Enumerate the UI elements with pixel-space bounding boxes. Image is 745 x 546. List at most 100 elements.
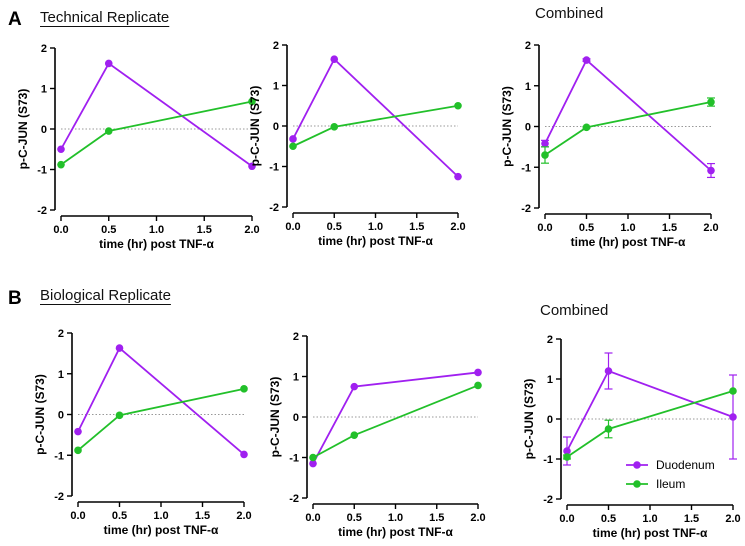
y-tick-label: -1 [54, 450, 64, 462]
data-point-ileum [604, 425, 613, 433]
y-tick-label: -2 [289, 493, 299, 505]
x-tick-label: 0.5 [601, 513, 616, 525]
y-tick-label: 0 [293, 412, 299, 424]
data-point-duodenum [289, 135, 297, 143]
y-tick-label: 2 [58, 328, 64, 340]
y-tick-label: -1 [289, 453, 299, 465]
y-tick-label: 1 [273, 81, 279, 93]
legend-label-ileum: Ileum [656, 477, 685, 491]
y-tick-label: 2 [525, 40, 531, 52]
data-point-ileum [240, 385, 248, 393]
data-point-ileum [74, 446, 82, 455]
section-title-biological: Biological Replicate [40, 287, 171, 304]
series-line-duodenum [292, 57, 459, 178]
y-tick-label: 2 [293, 331, 299, 343]
panel-letter-b: B [8, 288, 22, 309]
data-point-duodenum [104, 59, 113, 68]
series-line-ileum [566, 390, 734, 458]
data-point-duodenum [604, 367, 613, 375]
y-axis-label: p-C-JUN (S73) [522, 379, 536, 460]
data-point-duodenum [57, 145, 65, 154]
y-tick-label: -1 [543, 454, 553, 466]
chart-a2: -2 -1 0 1 2 0.0 0.5 1.0 1.5 2.0 time (hr) post TNF… [248, 40, 466, 248]
x-tick-label: 1.5 [197, 224, 212, 236]
x-tick-label: 1.0 [149, 224, 164, 236]
x-tick-label: 2.0 [236, 510, 251, 522]
chart-b3: Combined -2 -1 0 1 2 0.0 0.5 1.0 1.5 2.0 time (hr) … [522, 302, 741, 540]
chart-b2: -2 -1 0 1 2 0.0 0.5 1.0 1.5 2.0 time (hr) post TNF… [268, 331, 486, 539]
data-point-ileum [474, 381, 482, 390]
data-point-ileum [707, 98, 715, 106]
data-point-duodenum [454, 172, 462, 181]
y-tick-label: 1 [41, 84, 47, 96]
y-tick-label: -1 [37, 165, 47, 177]
y-tick-label: -2 [269, 202, 279, 214]
legend-marker-duodenum [633, 461, 641, 469]
data-point-ileum [309, 453, 317, 462]
x-axis-label: time (hr) post TNF-α [318, 234, 433, 248]
data-point-duodenum [74, 427, 82, 436]
y-tick-label: 0 [41, 124, 47, 136]
y-tick-label: -2 [543, 494, 553, 506]
x-tick-label: 0.0 [53, 224, 68, 236]
x-axis-label: time (hr) post TNF-α [593, 526, 708, 540]
data-point-duodenum [541, 139, 549, 148]
series-line-ileum [312, 384, 479, 459]
data-point-duodenum [350, 382, 359, 391]
x-tick-label: 2.0 [244, 224, 259, 236]
x-tick-label: 1.0 [642, 513, 657, 525]
y-tick-label: 1 [547, 374, 553, 386]
x-tick-label: 0.0 [70, 510, 85, 522]
x-tick-label: 0.5 [327, 221, 342, 233]
charts-container: -2 -1 0 1 2 0.0 0.5 1.0 1.5 2.0 time (hr) post TNF… [16, 5, 741, 540]
y-tick-label: 0 [525, 122, 531, 134]
data-point-ileum [350, 431, 359, 440]
x-tick-label: 2.0 [470, 512, 485, 524]
x-tick-label: 0.0 [537, 222, 552, 234]
chart-a3: Combined -2 -1 0 1 2 0.0 0.5 1.0 1.5 2.0 time (hr) … [500, 5, 719, 249]
chart-a1: -2 -1 0 1 2 0.0 0.5 1.0 1.5 2.0 time (hr) post TNF… [16, 43, 260, 251]
chart-b1: -2 -1 0 1 2 0.0 0.5 1.0 1.5 2.0 time (hr) post TNF… [33, 328, 252, 537]
y-tick-label: 2 [547, 334, 553, 346]
series-line-ileum [77, 387, 245, 452]
y-tick-label: 2 [41, 43, 47, 55]
y-tick-label: 2 [273, 40, 279, 52]
series-line-duodenum [77, 346, 245, 456]
x-tick-label: 0.0 [559, 513, 574, 525]
x-axis-label: time (hr) post TNF-α [99, 237, 214, 251]
data-point-ileum [541, 151, 549, 159]
x-tick-label: 0.5 [112, 510, 127, 522]
y-axis-label: p-C-JUN (S73) [16, 89, 30, 170]
y-tick-label: -2 [521, 203, 531, 215]
y-tick-label: -1 [521, 162, 531, 174]
x-tick-label: 2.0 [703, 222, 718, 234]
data-point-ileum [330, 123, 339, 131]
data-point-ileum [563, 453, 571, 461]
legend-label-duodenum: Duodenum [656, 458, 715, 472]
x-tick-label: 1.5 [195, 510, 210, 522]
series-line-ileum [544, 101, 712, 156]
data-point-ileum [115, 411, 124, 420]
x-tick-label: 1.5 [409, 221, 424, 233]
section-title-technical: Technical Replicate [40, 9, 169, 26]
data-point-ileum [582, 123, 591, 132]
panel-letter-a: A [8, 9, 22, 30]
data-point-duodenum [330, 55, 339, 63]
x-tick-label: 2.0 [725, 513, 740, 525]
data-point-duodenum [248, 162, 256, 171]
x-tick-label: 1.0 [153, 510, 168, 522]
y-tick-label: 0 [273, 121, 279, 133]
legend-marker-ileum [633, 480, 641, 488]
x-tick-label: 1.0 [368, 221, 383, 233]
y-axis-label: p-C-JUN (S73) [33, 374, 47, 455]
x-tick-label: 0.5 [101, 224, 116, 236]
y-tick-label: 0 [58, 410, 64, 422]
y-tick-label: -2 [54, 491, 64, 503]
data-point-ileum [289, 142, 297, 151]
x-tick-label: 2.0 [450, 221, 465, 233]
y-axis-label: p-C-JUN (S73) [268, 377, 282, 458]
data-point-duodenum [474, 368, 482, 377]
series-line-duodenum [566, 369, 734, 452]
x-tick-label: 1.5 [684, 513, 699, 525]
